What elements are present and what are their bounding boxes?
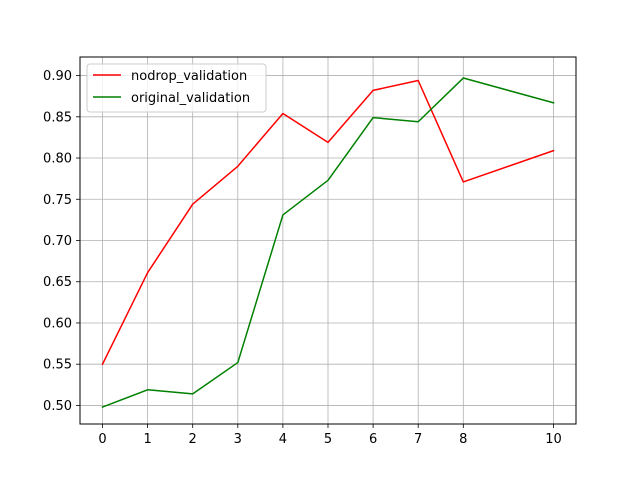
y-axis-ticks: 0.50 0.55 0.60 0.65 0.70 0.75 0.80 0.85 0.90	[43, 69, 80, 414]
x-axis-ticks: 0 1 2 3 4 5 6 7 8 10	[98, 424, 562, 447]
x-tick-label: 1	[143, 432, 151, 447]
y-tick-label: 0.50	[43, 399, 72, 414]
x-tick-label: 5	[324, 432, 332, 447]
y-tick-label: 0.70	[43, 234, 72, 249]
x-tick-label: 7	[414, 432, 422, 447]
x-tick-label: 10	[545, 432, 562, 447]
grid-lines	[80, 57, 576, 424]
series-lines	[101, 77, 555, 409]
x-tick-label: 6	[369, 432, 377, 447]
y-tick-label: 0.80	[43, 152, 72, 167]
legend-label-nodrop: nodrop_validation	[131, 69, 247, 84]
series-line-nodrop-validation	[101, 79, 555, 366]
y-tick-label: 0.65	[43, 275, 72, 290]
y-tick-label: 0.60	[43, 316, 72, 331]
x-tick-label: 3	[234, 432, 242, 447]
y-tick-label: 0.75	[43, 193, 72, 208]
x-tick-label: 4	[279, 432, 287, 447]
legend-label-original: original_validation	[131, 91, 250, 106]
y-tick-label: 0.55	[43, 358, 72, 373]
y-tick-label: 0.85	[43, 110, 72, 125]
x-tick-label: 8	[459, 432, 467, 447]
x-tick-label: 0	[98, 432, 106, 447]
y-tick-label: 0.90	[43, 69, 72, 84]
x-tick-label: 2	[189, 432, 197, 447]
legend-box	[86, 63, 267, 113]
series-line-original-validation	[101, 77, 555, 409]
legend: nodrop_validation original_validation	[86, 63, 267, 113]
